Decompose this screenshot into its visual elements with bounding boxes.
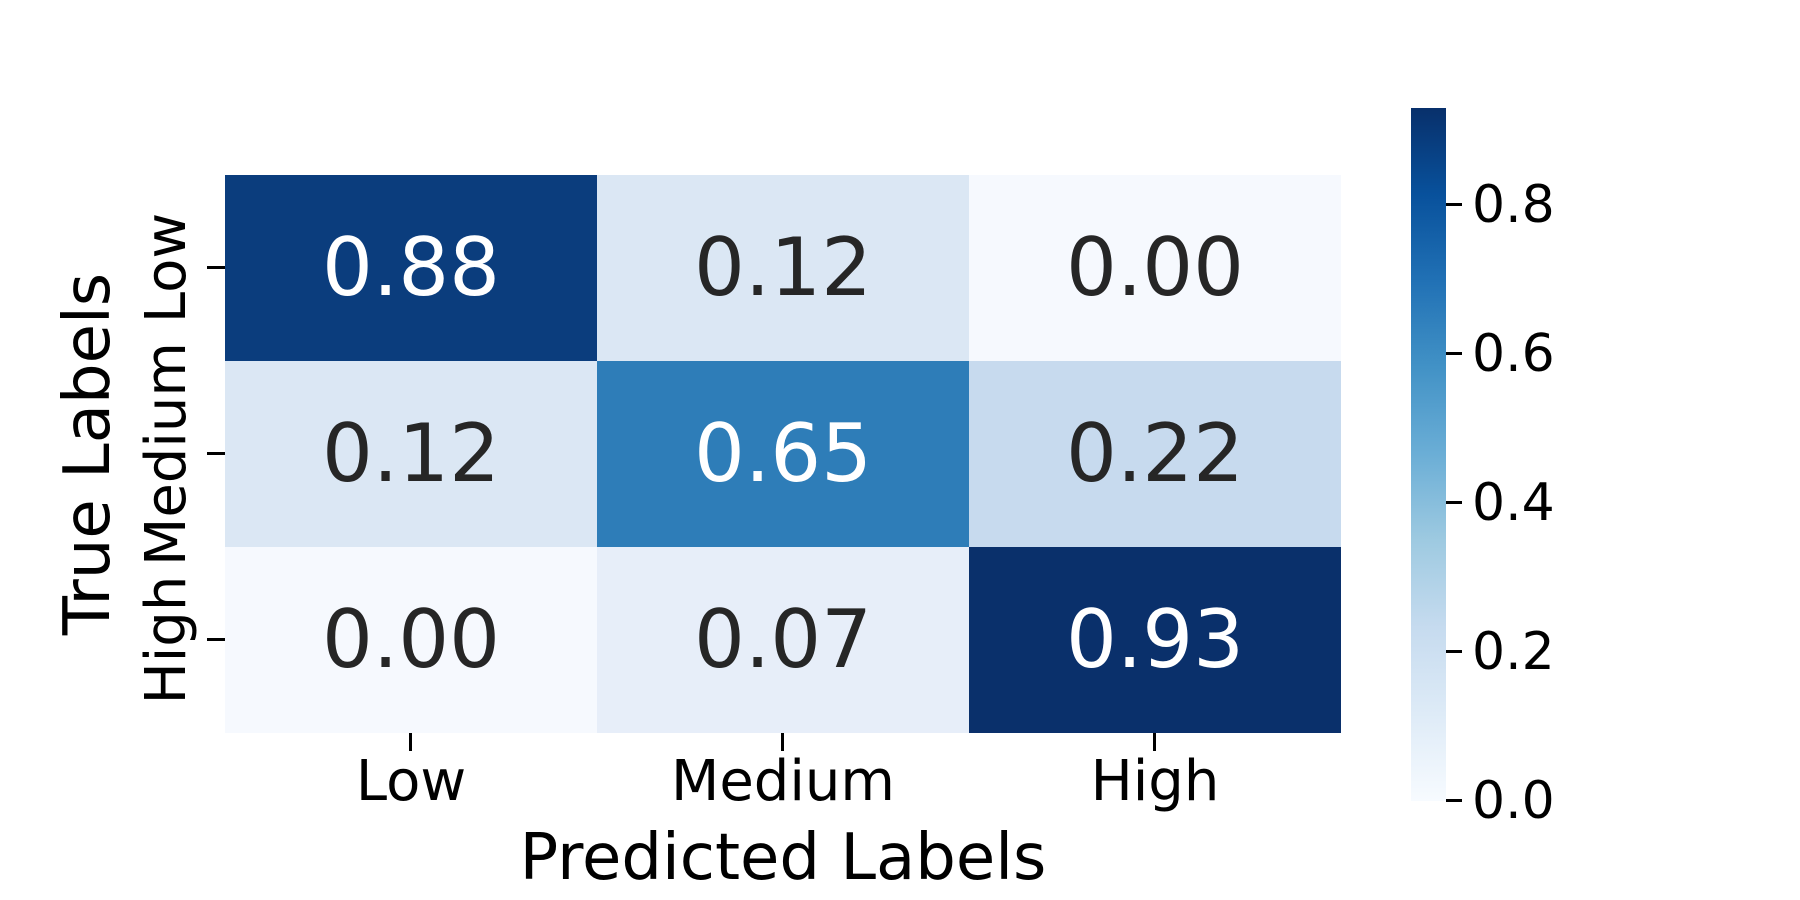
colorbar-tick-mark-00 [1446,799,1462,802]
colorbar-tick-label-08: 0.8 [1472,175,1555,235]
heatmap-cell-r0c1: 0.12 [597,175,969,361]
y-tick-mark-low [207,266,225,269]
colorbar-gradient [1411,108,1446,801]
colorbar-tick-label-04: 0.4 [1472,473,1555,533]
x-tick-mark-high [1153,733,1156,751]
heatmap-cell-r0c2: 0.00 [969,175,1341,361]
heatmap-cell-r2c0: 0.00 [225,547,597,733]
x-axis-label: Predicted Labels [519,821,1047,895]
y-tick-mark-high [207,638,225,641]
y-tick-label-medium: Medium [134,342,199,566]
y-axis-label: True Labels [51,272,125,636]
heatmap-cell-r1c2: 0.22 [969,361,1341,547]
heatmap-cell-r0c0: 0.88 [225,175,597,361]
colorbar-tick-label-06: 0.6 [1472,324,1555,384]
colorbar-tick-label-00: 0.0 [1472,771,1555,831]
y-tick-label-high: High [134,575,199,705]
colorbar-tick-mark-02 [1446,650,1462,653]
heatmap-cell-r1c0: 0.12 [225,361,597,547]
colorbar-tick-mark-04 [1446,501,1462,504]
colorbar-tick-mark-06 [1446,352,1462,355]
heatmap-cell-r2c1: 0.07 [597,547,969,733]
x-tick-mark-low [409,733,412,751]
x-tick-label-high: High [1090,749,1220,814]
x-tick-mark-medium [781,733,784,751]
heatmap-cell-r2c2: 0.93 [969,547,1341,733]
colorbar-tick-label-02: 0.2 [1472,622,1555,682]
heatmap-grid: 0.88 0.12 0.00 0.12 0.65 0.22 0.00 0.07 … [225,175,1341,733]
heatmap-cell-r1c1: 0.65 [597,361,969,547]
colorbar-tick-mark-08 [1446,203,1462,206]
y-tick-mark-medium [207,452,225,455]
x-tick-label-medium: Medium [671,749,895,814]
y-tick-label-low: Low [134,212,199,324]
x-tick-label-low: Low [355,749,467,814]
